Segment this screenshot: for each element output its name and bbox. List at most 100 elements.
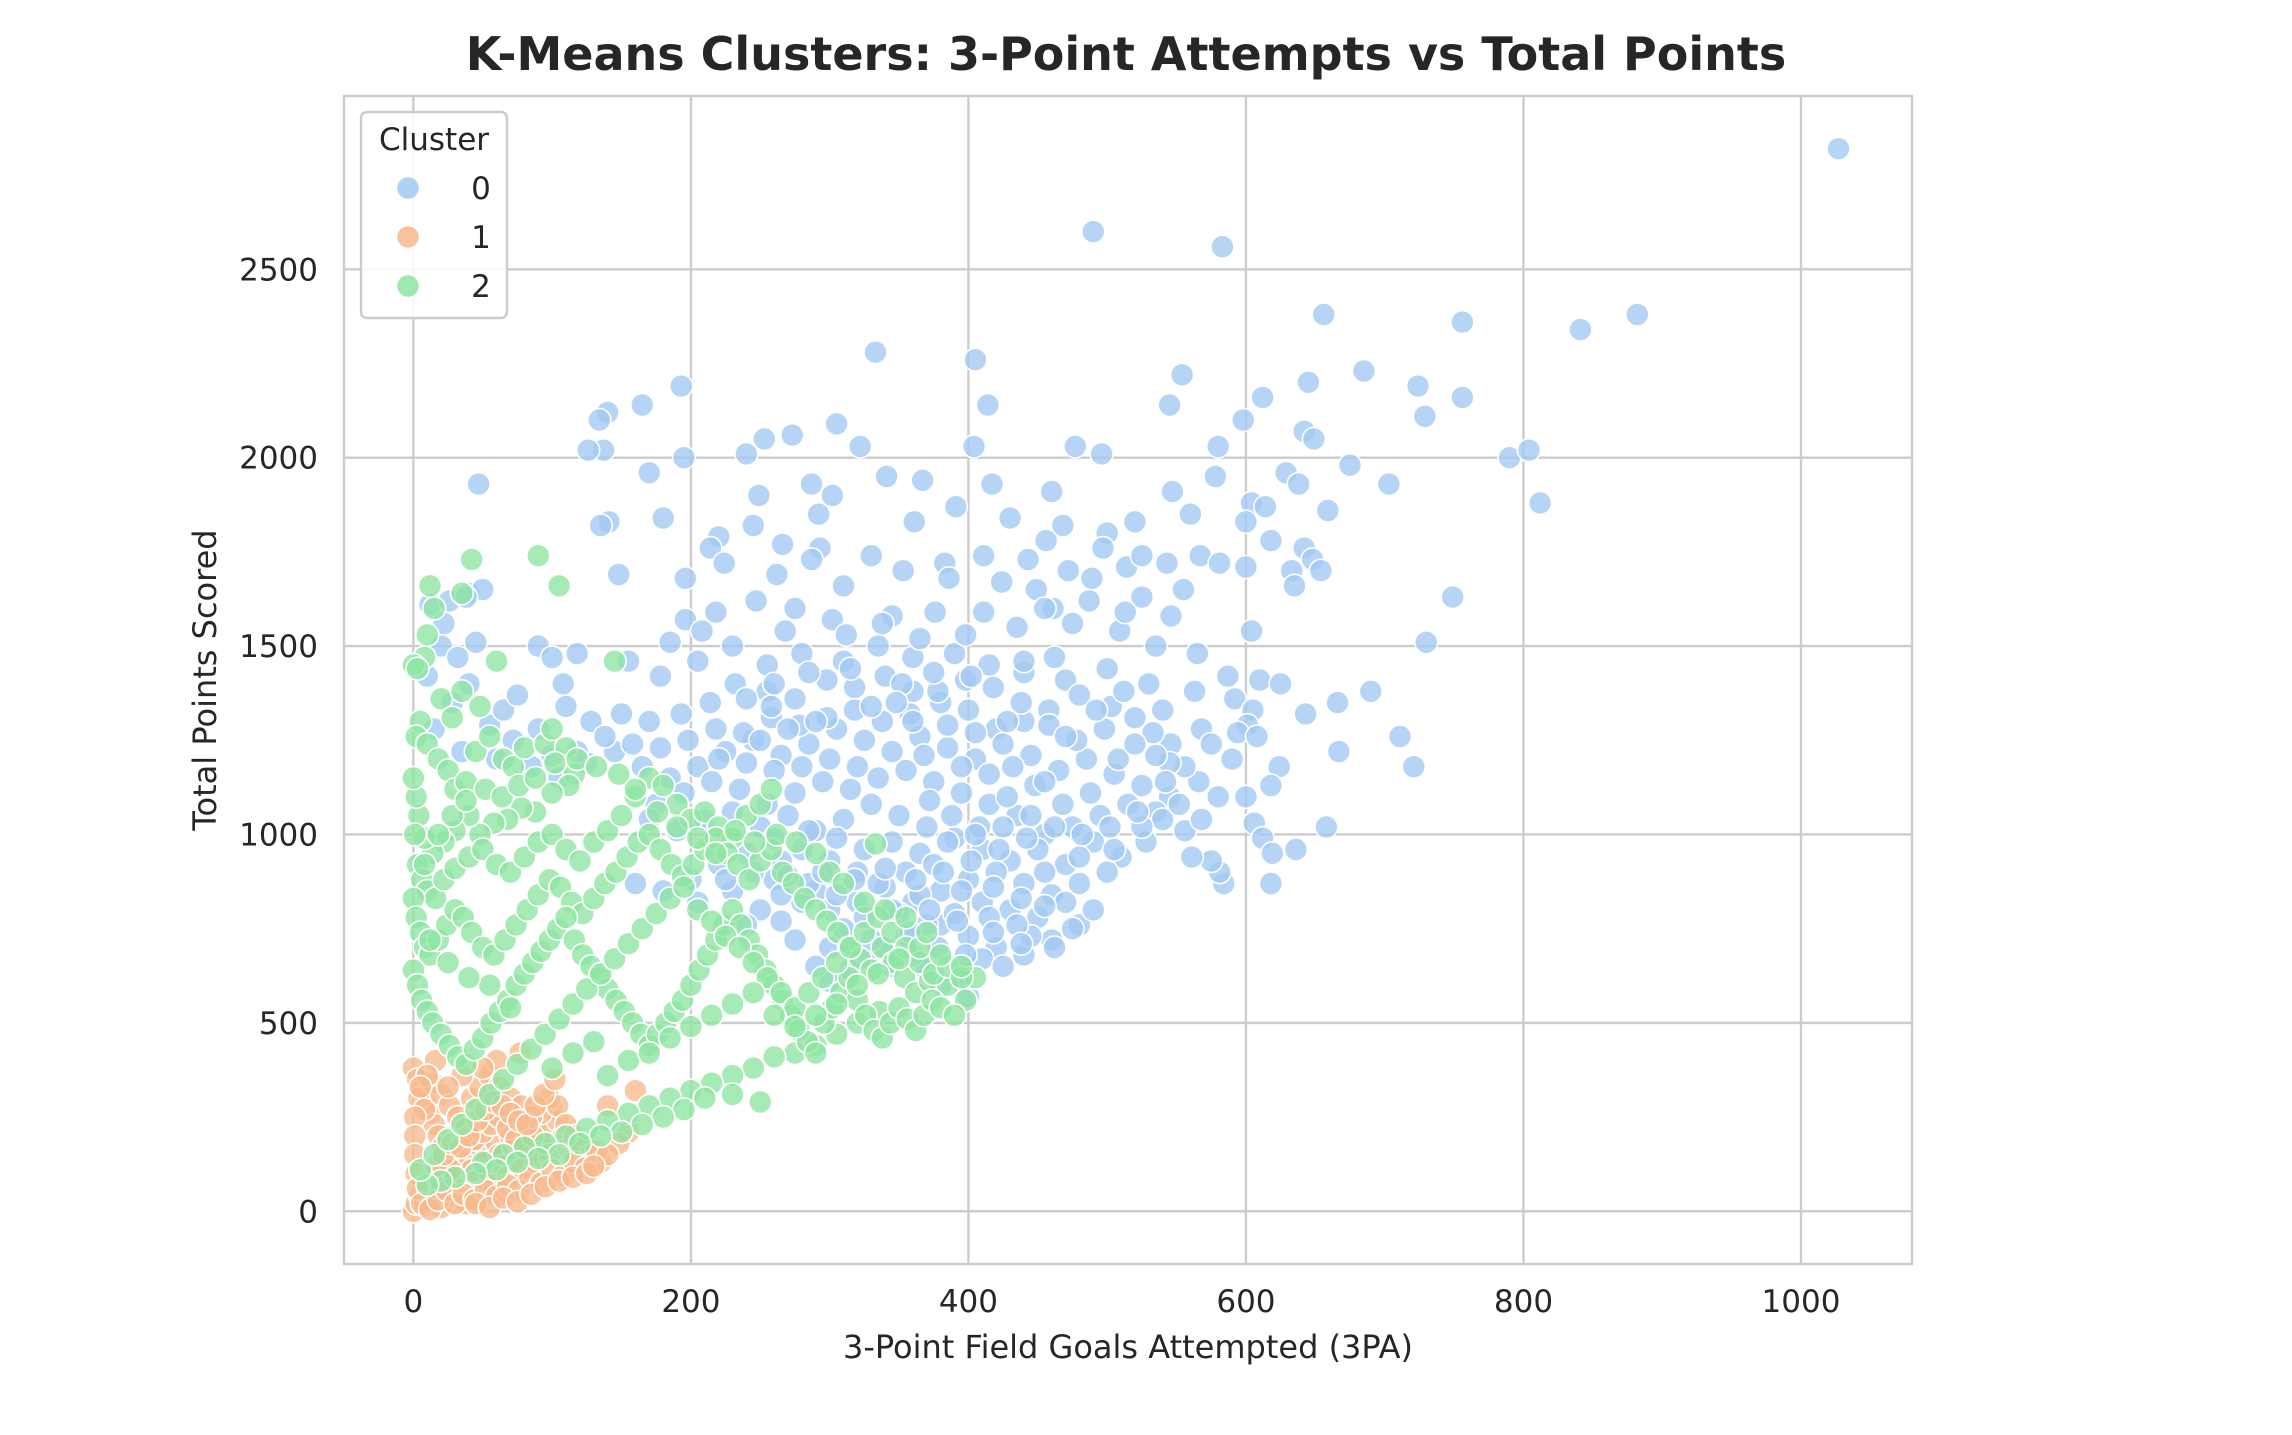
data-point	[958, 663, 984, 689]
data-point	[803, 709, 829, 734]
data-point	[838, 656, 863, 682]
data-point	[491, 697, 516, 723]
data-point	[1158, 603, 1184, 629]
data-point	[858, 791, 884, 817]
data-point	[1015, 547, 1041, 572]
data-point	[1129, 543, 1155, 569]
data-point	[435, 1074, 461, 1100]
data-point	[463, 739, 489, 764]
data-point	[838, 935, 863, 960]
data-point	[671, 1097, 697, 1122]
data-point	[435, 950, 461, 975]
data-point	[990, 731, 1016, 757]
data-point	[1018, 743, 1044, 768]
data-point	[1282, 573, 1307, 599]
data-point	[575, 437, 601, 463]
data-point	[1153, 769, 1178, 795]
data-point	[1083, 697, 1109, 723]
data-point	[539, 822, 565, 847]
data-point	[1000, 754, 1026, 780]
data-point	[914, 920, 940, 945]
data-point	[989, 569, 1015, 595]
data-point	[1286, 471, 1311, 497]
data-point	[1205, 784, 1231, 810]
data-point	[636, 709, 662, 734]
data-point	[445, 645, 471, 670]
data-point	[1004, 614, 1030, 640]
data-point	[699, 908, 725, 934]
y-axis-label: Total Points Scored	[186, 529, 224, 831]
data-point	[1053, 889, 1078, 915]
data-point	[1018, 803, 1044, 828]
data-point	[775, 716, 801, 742]
data-point	[1053, 667, 1078, 693]
data-point	[858, 694, 884, 719]
data-point	[953, 622, 978, 648]
data-point	[1171, 577, 1196, 602]
data-point	[847, 434, 873, 459]
data-point	[764, 562, 790, 587]
data-point	[1293, 701, 1318, 727]
data-point	[824, 825, 849, 851]
data-point	[414, 622, 440, 648]
data-point	[911, 743, 937, 768]
data-point	[675, 727, 701, 753]
data-point	[1063, 434, 1088, 459]
data-point	[1258, 871, 1284, 896]
x-tick-label: 800	[1494, 1284, 1553, 1320]
data-point	[588, 961, 614, 987]
data-point	[1401, 754, 1427, 780]
data-point	[879, 920, 905, 945]
data-point	[512, 735, 537, 761]
data-point	[1042, 935, 1067, 960]
data-point	[588, 1123, 614, 1149]
data-point	[466, 471, 491, 497]
x-tick-label: 200	[661, 1284, 720, 1320]
data-point	[1053, 724, 1078, 749]
data-point	[883, 690, 909, 715]
data-point	[727, 776, 752, 802]
data-point	[971, 599, 997, 625]
data-point	[958, 848, 984, 874]
data-point	[1527, 490, 1553, 516]
data-point	[1079, 565, 1105, 591]
data-point	[852, 727, 877, 753]
data-point	[900, 709, 926, 734]
data-point	[1008, 886, 1034, 911]
data-point	[1301, 426, 1327, 452]
data-point	[831, 871, 856, 896]
data-point	[1207, 550, 1232, 576]
data-point	[1154, 550, 1180, 576]
data-point	[1253, 494, 1278, 520]
data-point	[1239, 618, 1264, 644]
legend: Cluster 0 1 2	[359, 110, 509, 320]
data-point	[498, 995, 523, 1021]
data-point	[435, 1127, 461, 1152]
data-point	[629, 916, 655, 942]
data-point	[986, 837, 1012, 862]
data-point	[824, 991, 849, 1017]
data-point	[720, 633, 745, 659]
data-point	[1326, 739, 1352, 764]
data-point	[1067, 871, 1092, 896]
data-point	[956, 697, 981, 723]
data-point	[1160, 479, 1185, 504]
data-point	[449, 678, 475, 704]
data-point	[685, 648, 711, 674]
data-point	[1258, 773, 1284, 798]
data-point	[917, 788, 942, 813]
data-point	[820, 607, 845, 633]
data-point	[1186, 769, 1212, 795]
data-point	[817, 746, 843, 772]
data-point	[1167, 791, 1192, 817]
data-point	[560, 1040, 586, 1066]
data-point	[711, 550, 737, 576]
data-point	[1283, 837, 1309, 862]
data-point	[782, 596, 808, 621]
data-point	[1067, 682, 1092, 708]
legend-marker	[395, 175, 421, 201]
legend-entry: 2	[395, 269, 491, 305]
data-point	[703, 840, 729, 866]
data-point	[782, 780, 808, 806]
data-point	[1150, 697, 1175, 723]
